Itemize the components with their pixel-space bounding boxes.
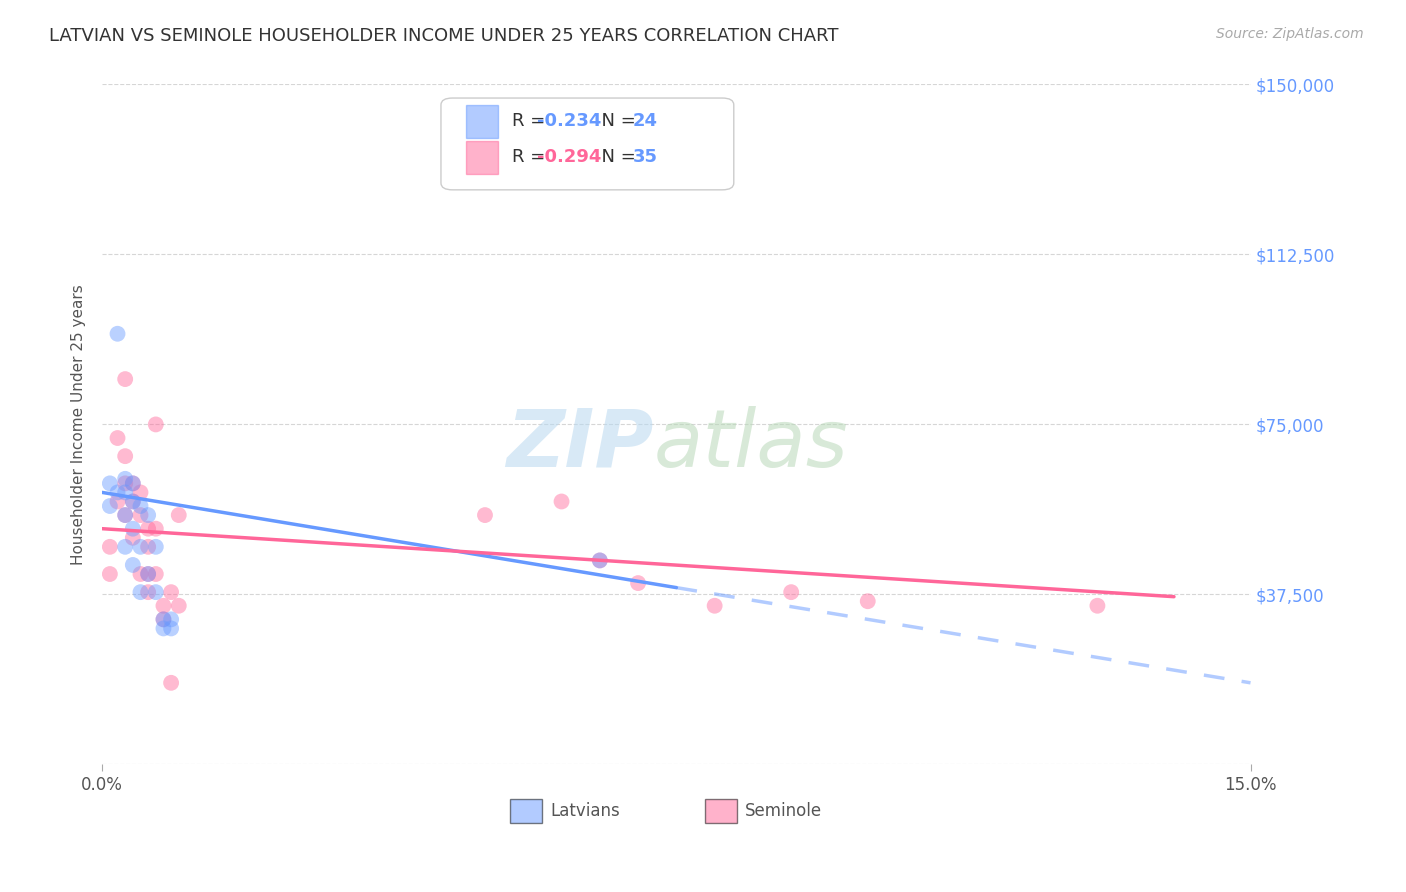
Text: R =: R = [512,112,551,130]
Point [589,553,612,567]
Point [589,553,612,567]
Text: ZIP: ZIP [506,406,654,483]
Text: LATVIAN VS SEMINOLE HOUSEHOLDER INCOME UNDER 25 YEARS CORRELATION CHART: LATVIAN VS SEMINOLE HOUSEHOLDER INCOME U… [49,27,839,45]
Point [107,494,129,508]
Point [145,585,167,599]
Point [136,567,159,582]
Point [121,476,143,491]
FancyBboxPatch shape [704,799,737,823]
Point [129,508,152,522]
Point [136,508,159,522]
Point [129,499,152,513]
Point [152,599,174,613]
Text: R =: R = [512,148,551,166]
Point [152,612,174,626]
FancyBboxPatch shape [441,98,734,190]
Point [145,567,167,582]
Point [152,612,174,626]
Point [703,599,725,613]
Point [121,494,143,508]
Point [160,622,183,636]
Text: Source: ZipAtlas.com: Source: ZipAtlas.com [1216,27,1364,41]
Point [627,576,650,591]
Point [114,476,136,491]
Point [98,499,121,513]
Point [114,540,136,554]
Point [114,508,136,522]
Point [107,485,129,500]
Text: 35: 35 [633,148,658,166]
Point [129,485,152,500]
Point [152,622,174,636]
Point [114,449,136,463]
Point [136,567,159,582]
Point [780,585,803,599]
Point [136,522,159,536]
Point [121,558,143,572]
Point [114,472,136,486]
Point [160,675,183,690]
Point [167,508,190,522]
Point [145,540,167,554]
Text: N =: N = [591,112,641,130]
Point [114,508,136,522]
Point [107,431,129,445]
Point [114,372,136,386]
Text: atlas: atlas [654,406,848,483]
Point [98,567,121,582]
Point [136,585,159,599]
Point [98,476,121,491]
FancyBboxPatch shape [467,141,498,174]
Text: -0.294: -0.294 [537,148,602,166]
Text: Latvians: Latvians [550,802,620,820]
Text: Seminole: Seminole [745,802,823,820]
Point [856,594,879,608]
Point [121,494,143,508]
Point [145,417,167,432]
Point [160,612,183,626]
Point [121,531,143,545]
Point [160,585,183,599]
Point [114,485,136,500]
Point [129,540,152,554]
FancyBboxPatch shape [467,105,498,137]
Point [107,326,129,341]
FancyBboxPatch shape [510,799,543,823]
Point [550,494,572,508]
Text: -0.234: -0.234 [537,112,602,130]
Text: 24: 24 [633,112,658,130]
Text: N =: N = [591,148,641,166]
Point [129,567,152,582]
Point [474,508,496,522]
Point [98,540,121,554]
Point [121,476,143,491]
Y-axis label: Householder Income Under 25 years: Householder Income Under 25 years [72,284,86,565]
Point [136,540,159,554]
Point [121,522,143,536]
Point [145,522,167,536]
Point [1087,599,1109,613]
Point [129,585,152,599]
Point [167,599,190,613]
